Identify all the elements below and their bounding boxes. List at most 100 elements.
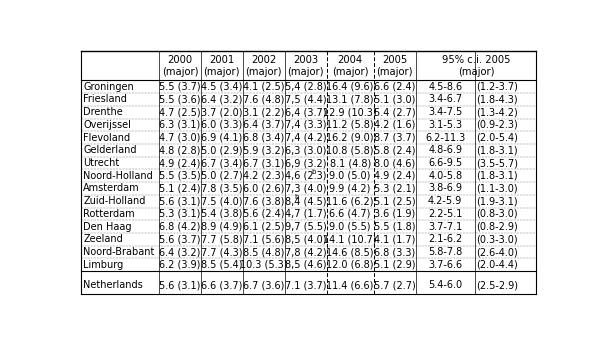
Text: 6.9 (4.1): 6.9 (4.1) [201, 133, 242, 143]
Text: 8,5 (4.6): 8,5 (4.6) [285, 260, 326, 270]
Text: (2.5-2.9): (2.5-2.9) [476, 280, 518, 291]
Text: 3.6 (1.9): 3.6 (1.9) [374, 209, 415, 219]
Text: 5.6 (3.1): 5.6 (3.1) [159, 280, 200, 291]
Text: 4.2 (2.3): 4.2 (2.3) [243, 171, 284, 181]
Text: Netherlands: Netherlands [83, 280, 143, 291]
Text: (1.2-3.7): (1.2-3.7) [476, 82, 518, 92]
Text: 11.2 (5.8): 11.2 (5.8) [326, 120, 374, 130]
Text: Groningen: Groningen [83, 82, 134, 92]
Text: (1.1-3.0): (1.1-3.0) [476, 183, 518, 194]
Text: 3.7 (2.0): 3.7 (2.0) [201, 107, 242, 117]
Text: 95% c.i. 2005
(major): 95% c.i. 2005 (major) [442, 55, 510, 77]
Text: 5,4 (2.8): 5,4 (2.8) [285, 82, 326, 92]
Text: 6.6 (3.7): 6.6 (3.7) [201, 280, 242, 291]
Text: 6,9 (3.2): 6,9 (3.2) [285, 158, 326, 168]
Text: 4.1 (1.7): 4.1 (1.7) [374, 234, 415, 244]
Text: 9.0 (5.5): 9.0 (5.5) [329, 222, 371, 232]
Text: 16.2 (9.0): 16.2 (9.0) [326, 133, 374, 143]
Text: 4.8-6.9: 4.8-6.9 [428, 145, 462, 155]
Text: 6.6 (2.4): 6.6 (2.4) [374, 82, 415, 92]
Text: Utrecht: Utrecht [83, 158, 119, 168]
Text: Flevoland: Flevoland [83, 133, 130, 143]
Text: (2.6-4.0): (2.6-4.0) [476, 247, 518, 257]
Text: 11.6 (6.2): 11.6 (6.2) [326, 196, 374, 206]
Text: 16.4 (9.6): 16.4 (9.6) [326, 82, 374, 92]
Text: 8.9 (4.9): 8.9 (4.9) [201, 222, 242, 232]
Text: 8.7 (3.7): 8.7 (3.7) [374, 133, 415, 143]
Text: 6,3 (3.0): 6,3 (3.0) [285, 145, 326, 155]
Text: 7.5 (4.0): 7.5 (4.0) [201, 196, 242, 206]
Text: (0.8-3.0): (0.8-3.0) [476, 209, 518, 219]
Text: 4.7 (3.0): 4.7 (3.0) [159, 133, 200, 143]
Text: 5.5 (3.7): 5.5 (3.7) [159, 82, 201, 92]
Text: 3.1 (2.2): 3.1 (2.2) [243, 107, 284, 117]
Text: 7,5 (4.4): 7,5 (4.4) [285, 95, 326, 104]
Text: 6.4 (3.2): 6.4 (3.2) [201, 95, 242, 104]
Text: 5.1 (2.9): 5.1 (2.9) [374, 260, 415, 270]
Text: Amsterdam: Amsterdam [83, 183, 140, 194]
Text: (1.8-4.3): (1.8-4.3) [476, 95, 518, 104]
Text: 14.1 (10.7): 14.1 (10.7) [323, 234, 377, 244]
Text: 7.1 (5.6): 7.1 (5.6) [243, 234, 284, 244]
Text: 5.4 (2.7): 5.4 (2.7) [374, 107, 415, 117]
Text: 6.6 (4.7): 6.6 (4.7) [329, 209, 371, 219]
Text: 5.3 (2.1): 5.3 (2.1) [374, 183, 415, 194]
Text: 2.1-6.2: 2.1-6.2 [428, 234, 462, 244]
Text: 2004
(major): 2004 (major) [332, 55, 368, 77]
Text: 3.7-7.1: 3.7-7.1 [428, 222, 462, 232]
Text: 6.2-11.3: 6.2-11.3 [425, 133, 465, 143]
Text: 12.0 (6.8): 12.0 (6.8) [326, 260, 374, 270]
Text: 4.7 (2.5): 4.7 (2.5) [159, 107, 201, 117]
Text: 4.1 (2.5): 4.1 (2.5) [243, 82, 284, 92]
Text: Den Haag: Den Haag [83, 222, 132, 232]
Text: 6.8 (4.2): 6.8 (4.2) [159, 222, 200, 232]
Text: 5.0 (2.7): 5.0 (2.7) [201, 171, 242, 181]
Text: 7,8 (4.2): 7,8 (4.2) [285, 247, 326, 257]
Text: 6.3 (3.1): 6.3 (3.1) [159, 120, 200, 130]
Text: (0.3-3.0): (0.3-3.0) [476, 234, 518, 244]
Text: Zuid-Holland: Zuid-Holland [83, 196, 146, 206]
Text: (1.3-4.2): (1.3-4.2) [476, 107, 518, 117]
Text: 3.1-5.3: 3.1-5.3 [428, 120, 462, 130]
Text: 7.7 (5.8): 7.7 (5.8) [201, 234, 242, 244]
Text: 5.4 (3.8): 5.4 (3.8) [201, 209, 242, 219]
Text: 3.8-6.9: 3.8-6.9 [428, 183, 462, 194]
Text: 5.0 (2.9): 5.0 (2.9) [201, 145, 242, 155]
Text: 6.0 (3.3): 6.0 (3.3) [201, 120, 242, 130]
Text: 4.2 (1.6): 4.2 (1.6) [374, 120, 415, 130]
Text: 6.2 (3.9): 6.2 (3.9) [159, 260, 200, 270]
Text: Zeeland: Zeeland [83, 234, 123, 244]
Text: 4.5-8.6: 4.5-8.6 [428, 82, 462, 92]
Text: 13.1 (7.8): 13.1 (7.8) [326, 95, 374, 104]
Text: 6.4 (3.2): 6.4 (3.2) [159, 247, 200, 257]
Text: 6.7 (3.6): 6.7 (3.6) [243, 280, 284, 291]
Text: (2.0-4.4): (2.0-4.4) [476, 260, 518, 270]
Text: 5.1 (2.5): 5.1 (2.5) [374, 196, 415, 206]
Text: 6.4 (3.7): 6.4 (3.7) [243, 120, 284, 130]
Text: (1.8-3.1): (1.8-3.1) [476, 171, 518, 181]
Text: 8.1 (4.8): 8.1 (4.8) [329, 158, 371, 168]
Text: Noord-Holland: Noord-Holland [83, 171, 153, 181]
Text: 9.9 (4.2): 9.9 (4.2) [329, 183, 371, 194]
Text: 5.4-6.0: 5.4-6.0 [428, 280, 462, 291]
Text: 4.0-5.8: 4.0-5.8 [428, 171, 462, 181]
Text: 3.4-6.7: 3.4-6.7 [428, 95, 462, 104]
Text: 8.5 (5.4): 8.5 (5.4) [201, 260, 242, 270]
Text: 7.6 (3.8): 7.6 (3.8) [243, 196, 284, 206]
Text: 6,4 (3.7): 6,4 (3.7) [285, 107, 326, 117]
Text: 8.0 (4.6): 8.0 (4.6) [374, 158, 415, 168]
Text: (0.9-2.3): (0.9-2.3) [476, 120, 518, 130]
Text: (1.8-3.1): (1.8-3.1) [476, 145, 518, 155]
Text: 4.2-5.9: 4.2-5.9 [428, 196, 462, 206]
Text: 4.8 (2.8): 4.8 (2.8) [159, 145, 200, 155]
Text: 9.0 (5.0): 9.0 (5.0) [329, 171, 371, 181]
Text: 7,3 (4.0): 7,3 (4.0) [285, 183, 326, 194]
Text: Drenthe: Drenthe [83, 107, 123, 117]
Text: 5.6 (3.1): 5.6 (3.1) [159, 196, 200, 206]
Text: 8.5 (4.8): 8.5 (4.8) [243, 247, 284, 257]
Text: 2.2-5.1: 2.2-5.1 [428, 209, 463, 219]
Text: 2001
(major): 2001 (major) [203, 55, 240, 77]
Text: 5.8 (2.4): 5.8 (2.4) [374, 145, 415, 155]
Text: 2000
(major): 2000 (major) [161, 55, 198, 77]
Text: 5.8-7.8: 5.8-7.8 [428, 247, 462, 257]
